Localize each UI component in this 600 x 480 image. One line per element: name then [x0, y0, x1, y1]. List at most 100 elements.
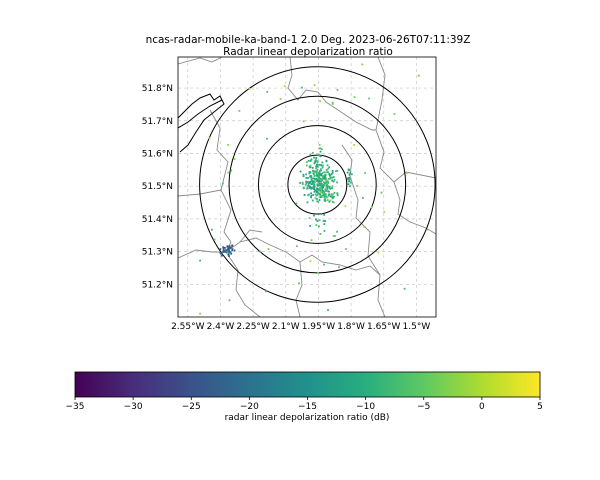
data-point	[296, 245, 298, 248]
data-point	[331, 194, 333, 197]
data-point	[315, 157, 318, 159]
x-tick-label: 2.25°W	[236, 322, 270, 332]
data-point	[326, 179, 329, 182]
data-point	[301, 183, 304, 185]
data-point	[307, 193, 310, 196]
data-point	[318, 177, 321, 179]
data-point	[328, 173, 331, 175]
data-point	[303, 194, 306, 196]
data-point	[313, 162, 316, 165]
data-point	[324, 200, 326, 202]
data-point	[336, 194, 339, 197]
data-point	[230, 252, 233, 255]
data-point	[344, 205, 347, 208]
y-tick-label: 51.3°N	[142, 248, 173, 258]
data-point	[349, 172, 352, 174]
data-point	[318, 154, 321, 157]
data-point	[377, 251, 380, 254]
chart-title: ncas-radar-mobile-ka-band-1 2.0 Deg. 202…	[146, 34, 471, 46]
data-point	[316, 170, 318, 173]
x-tick-label: 1.65°W	[367, 322, 401, 332]
data-point	[231, 248, 234, 251]
data-point	[306, 187, 309, 190]
data-point	[333, 195, 335, 198]
data-point	[370, 206, 373, 209]
data-point	[328, 193, 331, 196]
data-point	[318, 184, 321, 187]
data-point	[325, 169, 328, 171]
data-point	[312, 169, 314, 172]
colorbar-tick-label: −35	[66, 402, 85, 412]
data-point	[327, 182, 329, 184]
data-point	[319, 189, 322, 192]
boundary-line	[375, 57, 436, 183]
data-point	[319, 174, 322, 177]
data-point	[229, 251, 232, 253]
range-rings	[199, 66, 436, 303]
data-point	[219, 251, 222, 254]
data-point	[331, 179, 334, 182]
data-point	[319, 183, 322, 186]
data-point	[356, 184, 358, 187]
data-point	[318, 144, 321, 146]
data-point	[348, 169, 351, 172]
data-point	[317, 188, 320, 190]
data-point	[316, 178, 319, 181]
data-point	[319, 168, 322, 171]
data-point	[307, 184, 310, 187]
data-point	[317, 200, 320, 203]
data-point	[324, 220, 327, 222]
data-point	[331, 101, 334, 104]
data-point	[222, 250, 225, 252]
data-point	[323, 171, 326, 174]
data-point	[328, 190, 330, 193]
data-point	[306, 181, 309, 183]
data-point	[347, 178, 350, 181]
data-point	[331, 187, 334, 190]
data-point	[199, 259, 201, 262]
data-point	[326, 196, 329, 199]
y-tick-label: 51.4°N	[142, 215, 173, 225]
data-point	[323, 223, 326, 225]
data-point	[325, 171, 328, 174]
data-point	[222, 246, 225, 249]
data-point	[307, 194, 309, 197]
data-point	[331, 185, 334, 187]
data-point	[316, 198, 318, 200]
data-point	[315, 167, 317, 170]
data-point	[347, 180, 350, 183]
boundary-line	[178, 57, 224, 65]
data-point	[319, 233, 322, 235]
colorbar-tick-label: −20	[240, 402, 259, 412]
data-point	[307, 176, 309, 179]
data-point	[309, 164, 312, 167]
data-point	[318, 188, 321, 191]
data-point	[324, 195, 327, 198]
data-point	[319, 191, 322, 194]
data-point	[324, 174, 327, 176]
data-point	[319, 147, 321, 150]
data-point	[313, 214, 315, 217]
data-point	[323, 196, 326, 199]
colorbar-ticks: −35 −30 −25 −20 −15 −10 −5 0 5	[66, 397, 543, 412]
data-point	[301, 181, 304, 184]
y-tick-label: 51.5°N	[142, 182, 173, 192]
data-point	[315, 160, 318, 163]
colorbar: −35 −30 −25 −20 −15 −10 −5 0 5 radar linear depo…	[66, 371, 543, 423]
data-point	[346, 177, 349, 180]
data-point	[312, 177, 314, 180]
data-point	[328, 200, 331, 203]
data-point	[322, 189, 324, 192]
data-point	[313, 190, 316, 193]
data-point	[313, 177, 316, 180]
data-point	[403, 287, 406, 290]
data-point	[312, 194, 315, 196]
data-point	[295, 202, 298, 205]
data-point	[227, 248, 229, 251]
boundary-line	[239, 229, 263, 243]
data-point	[306, 186, 309, 189]
data-point	[317, 174, 320, 177]
data-point	[305, 164, 308, 167]
data-point	[228, 299, 231, 302]
data-point	[320, 148, 323, 151]
